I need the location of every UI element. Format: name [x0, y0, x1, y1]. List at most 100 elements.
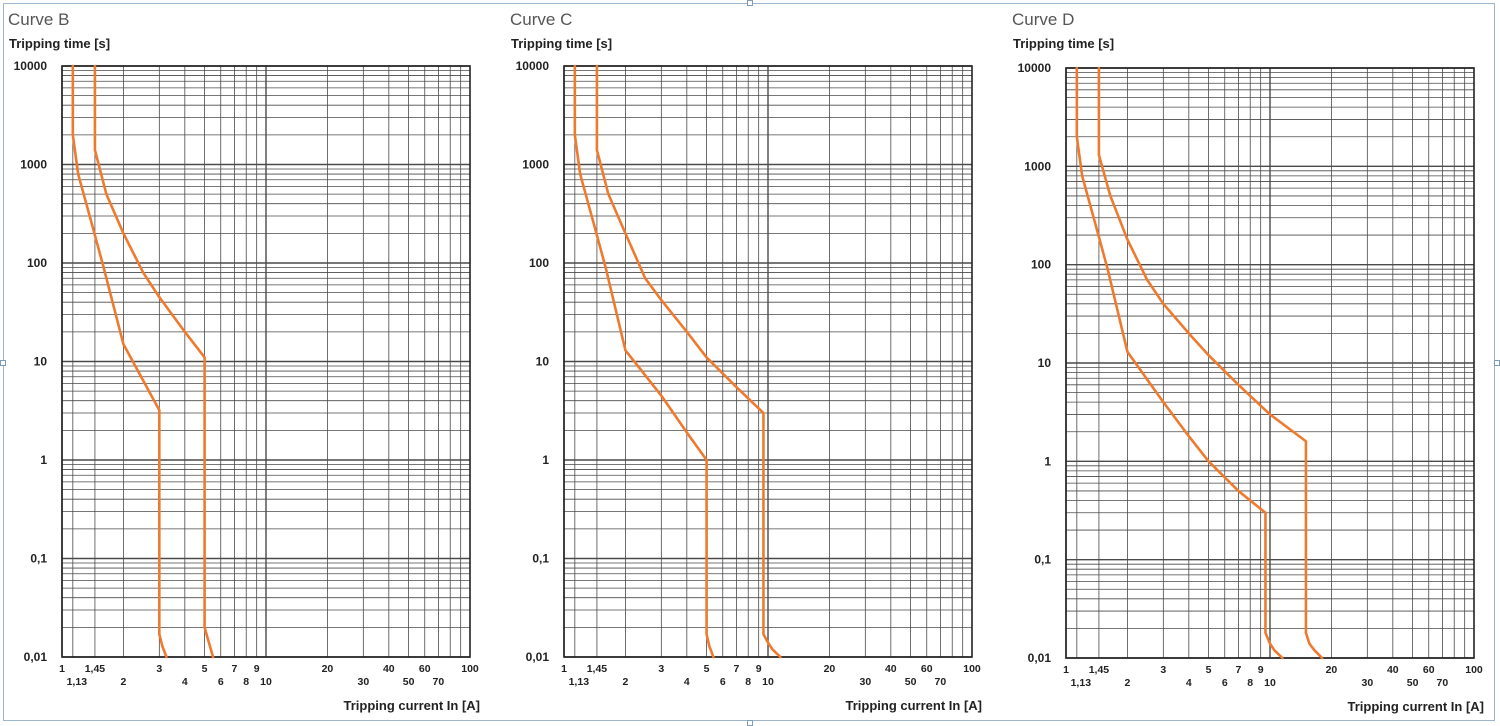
x-tick-label: 6 — [218, 676, 224, 688]
x-tick-label: 4 — [684, 676, 690, 688]
x-tick-label: 70 — [1437, 677, 1449, 689]
chart-panel-curve-b: Curve B Tripping time [s] 0,01 0,1 1 10 100 100… — [8, 10, 480, 713]
x-tick-label: 10 — [260, 676, 272, 688]
resize-handle-left[interactable] — [0, 360, 6, 366]
x-tick-label: 20 — [824, 663, 836, 675]
plot-frame — [563, 65, 973, 658]
x-tick-label: 1 — [1063, 664, 1069, 676]
curve-upper-limit — [93, 64, 215, 659]
x-tick-label: 20 — [1326, 664, 1338, 676]
x-tick-label: 8 — [1247, 677, 1253, 689]
chart-panel-curve-c: Curve C Tripping time [s] 0,01 0,1 1 10 100 100… — [510, 10, 982, 713]
x-axis-label: Tripping current In [A] — [344, 698, 481, 713]
x-tick-label: 50 — [905, 676, 917, 688]
x-tick-label: 100 — [461, 663, 479, 675]
plot-frame — [61, 65, 471, 658]
y-tick-label: 0,01 — [1028, 651, 1052, 665]
x-tick-label: 40 — [885, 663, 897, 675]
x-tick-label: 40 — [1387, 664, 1399, 676]
x-tick-label: 7 — [1235, 664, 1241, 676]
y-tick-label: 0,1 — [30, 552, 47, 566]
x-tick-label: 2 — [120, 676, 126, 688]
x-tick-label: 10 — [762, 676, 774, 688]
y-tick-label: 0,1 — [1034, 553, 1051, 567]
y-tick-label: 1 — [40, 453, 47, 467]
x-tick-label: 4 — [1186, 677, 1192, 689]
x-tick-label: 1,45 — [85, 663, 106, 675]
x-tick-label: 9 — [254, 663, 260, 675]
y-tick-label: 100 — [529, 256, 549, 270]
x-tick-label: 30 — [357, 676, 369, 688]
y-tick-label: 1 — [542, 453, 549, 467]
curve-upper-limit — [595, 64, 782, 659]
x-tick-label: 50 — [1407, 677, 1419, 689]
x-tick-label: 60 — [921, 663, 933, 675]
y-tick-label: 10000 — [516, 59, 550, 73]
x-tick-label: 20 — [322, 663, 334, 675]
y-tick-label: 100 — [27, 256, 47, 270]
y-tick-label: 1000 — [1024, 159, 1051, 173]
x-tick-label: 100 — [963, 663, 981, 675]
x-tick-label: 70 — [935, 676, 947, 688]
x-tick-label: 5 — [202, 663, 208, 675]
y-tick-label: 10 — [34, 355, 48, 369]
x-tick-label: 1 — [59, 663, 65, 675]
x-tick-label: 9 — [1258, 664, 1264, 676]
x-tick-label: 6 — [720, 676, 726, 688]
gridlines — [1065, 67, 1474, 659]
x-tick-label: 60 — [1423, 664, 1435, 676]
y-axis-label: Tripping time [s] — [1013, 36, 1114, 51]
curve-lower-limit — [71, 64, 168, 659]
chart-title: Curve C — [510, 10, 572, 29]
y-tick-label: 1000 — [522, 158, 549, 172]
x-tick-label: 40 — [383, 663, 395, 675]
x-tick-label: 1 — [561, 663, 567, 675]
gridlines — [61, 65, 470, 658]
x-tick-label: 3 — [658, 663, 664, 675]
x-tick-label: 2 — [1124, 677, 1130, 689]
y-axis-label: Tripping time [s] — [9, 36, 110, 51]
x-tick-label: 100 — [1465, 664, 1483, 676]
y-tick-label: 0,01 — [526, 650, 550, 664]
plot-frame — [1065, 67, 1475, 659]
curve-lower-limit — [1075, 66, 1284, 660]
x-axis-label: Tripping current In [A] — [1348, 699, 1485, 714]
x-tick-label: 1,45 — [587, 663, 608, 675]
x-tick-label: 1,45 — [1089, 664, 1110, 676]
x-tick-label: 50 — [403, 676, 415, 688]
x-tick-label: 70 — [433, 676, 445, 688]
x-tick-label: 60 — [419, 663, 431, 675]
y-tick-label: 10000 — [1018, 61, 1052, 75]
x-tick-label: 7 — [231, 663, 237, 675]
x-tick-label: 1,13 — [67, 676, 88, 688]
y-tick-label: 10 — [536, 355, 550, 369]
y-tick-label: 0,1 — [532, 552, 549, 566]
curve-lower-limit — [573, 64, 715, 659]
x-tick-label: 1,13 — [569, 676, 590, 688]
x-tick-label: 6 — [1222, 677, 1228, 689]
y-tick-label: 10000 — [14, 59, 48, 73]
x-tick-label: 3 — [156, 663, 162, 675]
x-tick-label: 7 — [733, 663, 739, 675]
x-tick-label: 30 — [1361, 677, 1373, 689]
x-tick-label: 8 — [243, 676, 249, 688]
resize-handle-top[interactable] — [747, 0, 753, 6]
x-tick-label: 3 — [1160, 664, 1166, 676]
x-tick-label: 10 — [1264, 677, 1276, 689]
chart-panel-curve-d: Curve D Tripping time [s] 0,01 0,1 1 10 100 100… — [1012, 10, 1484, 714]
y-tick-label: 10 — [1038, 356, 1052, 370]
x-tick-label: 2 — [622, 676, 628, 688]
x-tick-label: 4 — [182, 676, 188, 688]
curve-upper-limit — [1097, 66, 1324, 660]
y-axis-label: Tripping time [s] — [511, 36, 612, 51]
x-tick-label: 8 — [745, 676, 751, 688]
chart-title: Curve B — [8, 10, 69, 29]
x-tick-label: 5 — [704, 663, 710, 675]
gridlines — [563, 65, 972, 658]
y-tick-label: 1 — [1044, 454, 1051, 468]
x-tick-label: 9 — [756, 663, 762, 675]
x-tick-label: 30 — [859, 676, 871, 688]
chart-title: Curve D — [1012, 10, 1074, 29]
